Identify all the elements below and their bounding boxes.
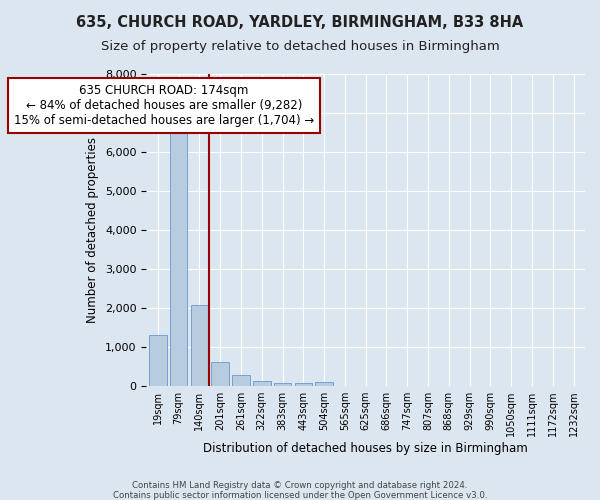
Bar (315, 382, 333, 386)
Text: Contains public sector information licensed under the Open Government Licence v3: Contains public sector information licen… (113, 490, 487, 500)
X-axis label: Distribution of detached houses by size in Birmingham: Distribution of detached houses by size … (203, 442, 528, 455)
Y-axis label: Number of detached properties: Number of detached properties (86, 137, 100, 323)
Bar (232, 375, 250, 386)
Text: 635, CHURCH ROAD, YARDLEY, BIRMINGHAM, B33 8HA: 635, CHURCH ROAD, YARDLEY, BIRMINGHAM, B… (76, 15, 524, 30)
Text: Contains HM Land Registry data © Crown copyright and database right 2024.: Contains HM Land Registry data © Crown c… (132, 480, 468, 490)
Bar (274, 382, 292, 386)
Bar (170, 128, 187, 386)
Text: Size of property relative to detached houses in Birmingham: Size of property relative to detached ho… (101, 40, 499, 53)
Bar (211, 362, 229, 386)
Bar (253, 381, 271, 386)
Text: 635 CHURCH ROAD: 174sqm
← 84% of detached houses are smaller (9,282)
15% of semi: 635 CHURCH ROAD: 174sqm ← 84% of detache… (14, 84, 314, 127)
Bar (191, 305, 208, 386)
Bar (149, 336, 167, 386)
Bar (295, 383, 312, 386)
